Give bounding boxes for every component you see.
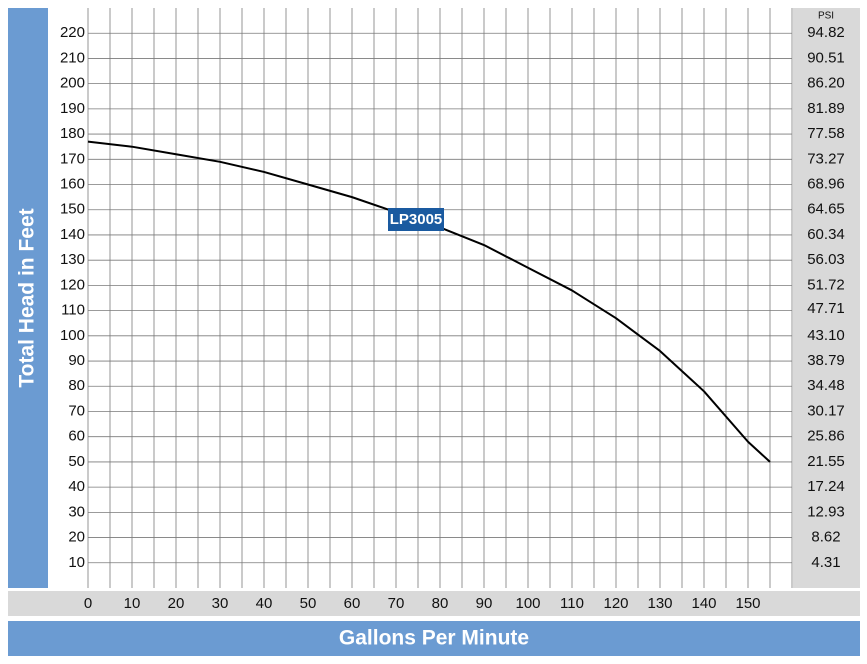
y2-tick-label: 12.93 [807, 503, 845, 520]
y-tick-label: 20 [68, 529, 85, 546]
y2-tick-label: 8.62 [811, 529, 840, 546]
y-tick-label: 200 [60, 75, 85, 92]
x-tick-label: 50 [300, 595, 317, 612]
y2-tick-label: 94.82 [807, 24, 845, 41]
y-tick-label: 110 [61, 302, 85, 319]
y-tick-label: 170 [60, 150, 85, 167]
x-tick-label: 120 [603, 595, 628, 612]
y2-tick-label: 56.03 [807, 251, 845, 268]
y2-tick-label: 81.89 [807, 100, 845, 117]
annotation: LP3005 [390, 211, 443, 228]
y-axis-label: Total Head in Feet [16, 208, 39, 387]
x-tick-label: 30 [212, 595, 229, 612]
y-tick-label: 160 [60, 175, 85, 192]
x-tick-label: 100 [515, 595, 540, 612]
x-tick-label: 140 [691, 595, 716, 612]
y2-tick-label: 21.55 [807, 453, 845, 470]
y-tick-label: 180 [60, 125, 85, 142]
x-tick-label: 10 [124, 595, 141, 612]
x-tick-label: 80 [432, 595, 449, 612]
y2-tick-label: 86.20 [807, 75, 845, 92]
y-tick-label: 70 [68, 402, 85, 419]
x-tick-label: 60 [344, 595, 361, 612]
x-tick-band [8, 591, 860, 616]
y-tick-label: 150 [60, 201, 85, 218]
y2-tick-label: 17.24 [807, 478, 845, 495]
y2-tick-label: 4.31 [811, 554, 840, 571]
y-tick-label: 50 [68, 453, 85, 470]
y2-tick-label: 38.79 [807, 352, 845, 369]
y-tick-label: 100 [60, 327, 85, 344]
y-tick-label: 220 [60, 24, 85, 41]
y2-tick-label: 73.27 [807, 150, 845, 167]
y-tick-label: 30 [68, 503, 85, 520]
y-tick-label: 60 [68, 428, 85, 445]
y2-tick-label: 68.96 [807, 175, 845, 192]
y-tick-label: 90 [68, 352, 85, 369]
x-tick-label: 40 [256, 595, 273, 612]
y2-tick-label: 25.86 [807, 428, 845, 445]
y-tick-label: 140 [60, 226, 85, 243]
y-tick-label: 120 [60, 276, 85, 293]
y2-tick-label: 64.65 [807, 201, 845, 218]
y-tick-label: 210 [60, 49, 85, 66]
y-tick-label: 130 [60, 251, 85, 268]
y-label-band [8, 8, 48, 588]
y2-tick-label: 43.10 [807, 327, 845, 344]
x-tick-label: 90 [476, 595, 493, 612]
y-tick-label: 40 [68, 478, 85, 495]
x-tick-label: 110 [560, 595, 584, 612]
y2-tick-label: 30.17 [807, 402, 845, 419]
x-tick-label: 20 [168, 595, 185, 612]
y-tick-label: 80 [68, 377, 85, 394]
y2-tick-label: 90.51 [807, 49, 845, 66]
annotation-box [388, 208, 444, 231]
y2-tick-label: 77.58 [807, 125, 845, 142]
x-tick-label: 150 [735, 595, 760, 612]
curve [87, 140, 771, 463]
y2-tick-label: 60.34 [807, 226, 845, 243]
y2-axis-label: PSI [818, 11, 834, 22]
y-tick-label: 190 [60, 100, 85, 117]
x-tick-label: 0 [84, 595, 92, 612]
x-tick-label: 130 [647, 595, 672, 612]
x-tick-label: 70 [388, 595, 405, 612]
y2-tick-label: 34.48 [807, 377, 845, 394]
x-label-band [8, 621, 860, 656]
y2-tick-label: 47.71 [807, 300, 845, 317]
y2-panel [793, 8, 860, 588]
x-axis-label: Gallons Per Minute [339, 627, 529, 650]
y2-tick-label: 51.72 [807, 276, 845, 293]
y-tick-label: 10 [68, 554, 85, 571]
